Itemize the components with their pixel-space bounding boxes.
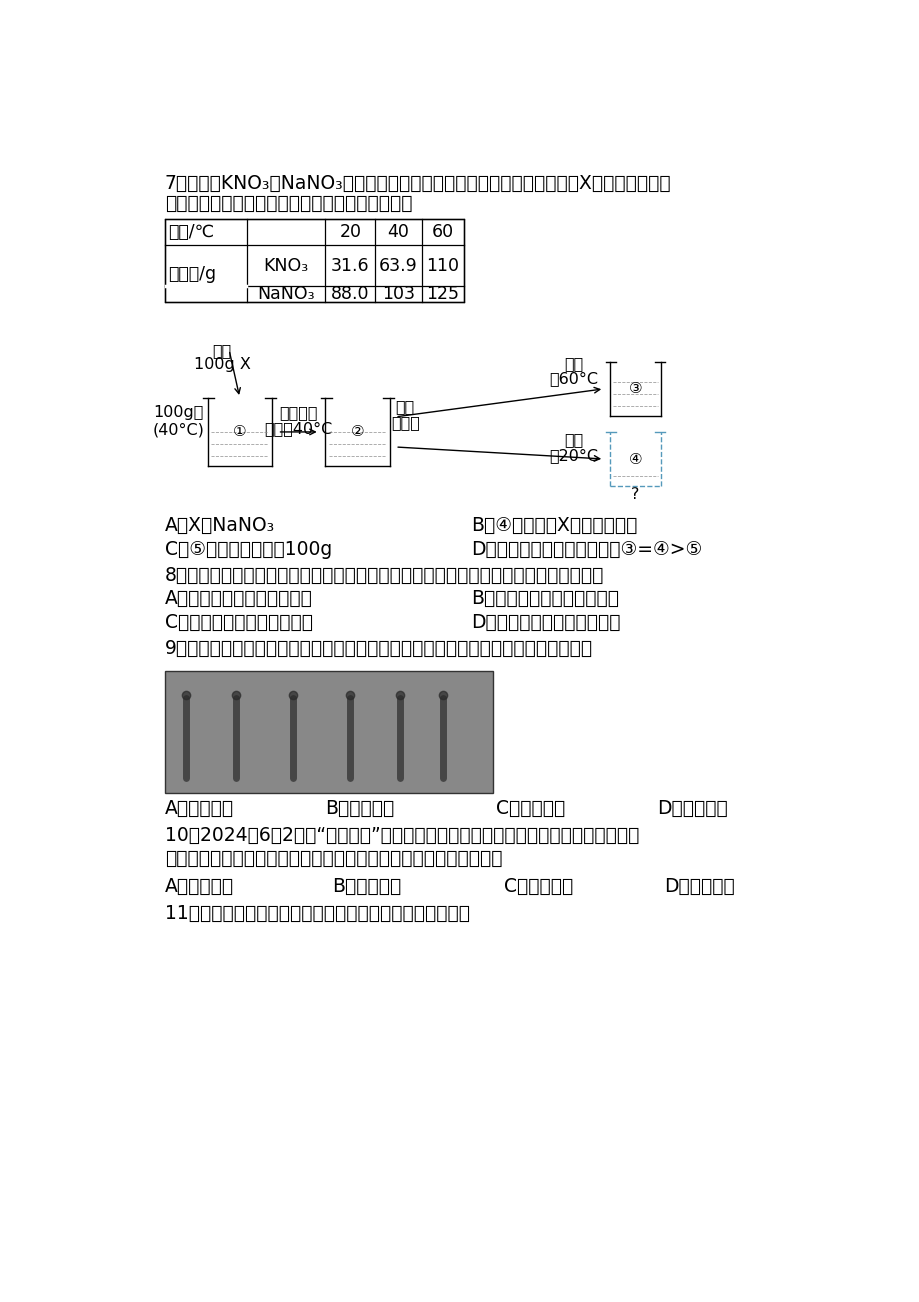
Text: ①: ①: [233, 424, 246, 440]
Text: ②: ②: [350, 424, 364, 440]
Text: 至20°C: 至20°C: [549, 448, 598, 464]
Text: D．溶液中溶质的质量分数：③=④>⑤: D．溶液中溶质的质量分数：③=④>⑤: [471, 540, 702, 560]
Text: 降温: 降温: [564, 432, 584, 447]
Text: NaNO₃: NaNO₃: [257, 285, 314, 302]
Text: 125: 125: [426, 285, 459, 302]
Text: D．烧炭熨烫: D．烧炭熨烫: [656, 799, 727, 818]
Text: ?: ?: [630, 487, 639, 503]
Text: 恢复至40°C: 恢复至40°C: [264, 421, 333, 436]
Text: ④: ④: [628, 452, 641, 466]
Bar: [165, 220, 464, 302]
Text: 温度/℃: 温度/℃: [167, 224, 213, 241]
Text: 40: 40: [387, 224, 409, 241]
Bar: [165, 671, 493, 793]
Text: (40°C): (40°C): [152, 423, 204, 437]
Text: 全部溢解: 全部溢解: [279, 405, 317, 421]
Text: C．缝制衣物: C．缝制衣物: [496, 799, 565, 818]
Text: 100g水: 100g水: [153, 405, 204, 421]
Text: 溶解度/g: 溶解度/g: [167, 264, 216, 283]
Text: 加入: 加入: [212, 342, 232, 358]
Text: B．梳理丝线: B．梳理丝线: [325, 799, 394, 818]
Text: 9．如图所示为我国唐代名画《捣练图》。画卷呼现的工序中一定发生了化学变化的是: 9．如图所示为我国唐代名画《捣练图》。画卷呼现的工序中一定发生了化学变化的是: [165, 638, 593, 658]
Text: A．捶打织品: A．捶打织品: [165, 799, 233, 818]
Text: 103: 103: [381, 285, 414, 302]
Text: 31.6: 31.6: [331, 256, 369, 275]
Text: 分成: 分成: [395, 398, 414, 414]
Text: ③: ③: [628, 381, 641, 396]
Text: 63.9: 63.9: [379, 256, 417, 275]
Text: 11．如图所示为电动起重机的工作场景。下列说法正确的是: 11．如图所示为电动起重机的工作场景。下列说法正确的是: [165, 904, 470, 923]
Text: B．大力推广使用一次性餐具: B．大力推广使用一次性餐具: [471, 590, 618, 608]
Text: C．种类改变: C．种类改变: [503, 878, 573, 896]
Text: C．回收废旧电器，节约资源: C．回收废旧电器，节约资源: [165, 612, 312, 631]
Text: 8．推动绳色发展，建设美丽家乡是我们共同的追求。下列做法不利于实现这一目标的是: 8．推动绳色发展，建设美丽家乡是我们共同的追求。下列做法不利于实现这一目标的是: [165, 566, 604, 586]
Text: 降温装置能通过冰的升华达到降温目的。冰升华的过程中，水分子的: 降温装置能通过冰的升华达到降温目的。冰升华的过程中，水分子的: [165, 849, 502, 868]
Text: 10．2024年6月2日，“幧娥六号”在月球背面成功着陆，当环境温度过高时，其自备的: 10．2024年6月2日，“幧娥六号”在月球背面成功着陆，当环境温度过高时，其自…: [165, 825, 639, 845]
Text: 两等份: 两等份: [391, 415, 419, 430]
Text: B．质量增大: B．质量增大: [332, 878, 402, 896]
Text: D．农业上合理施用化学肂料: D．农业上合理施用化学肂料: [471, 612, 620, 631]
Text: 100g X: 100g X: [193, 357, 250, 372]
Text: 60: 60: [431, 224, 454, 241]
Text: 7．如表是KNO₃和NaNO₃在不同温度时的溶解度，小明用其中一种物质（X）进行了如图所: 7．如表是KNO₃和NaNO₃在不同温度时的溶解度，小明用其中一种物质（X）进行…: [165, 174, 671, 193]
Text: C．⑤中溶液的质量为100g: C．⑤中溶液的质量为100g: [165, 540, 332, 560]
Text: A．间隔增大: A．间隔增大: [165, 878, 233, 896]
Text: A．X为NaNO₃: A．X为NaNO₃: [165, 516, 275, 535]
Text: 示的实验（水蔒发忽略不计）。下列分析错误的是: 示的实验（水蔒发忽略不计）。下列分析错误的是: [165, 194, 412, 214]
Text: D．数目改变: D．数目改变: [664, 878, 734, 896]
Text: KNO₃: KNO₃: [263, 256, 309, 275]
Text: A．积极植树造林，防沙降尘: A．积极植树造林，防沙降尘: [165, 590, 312, 608]
Text: 88.0: 88.0: [331, 285, 369, 302]
Text: 至60°C: 至60°C: [549, 371, 598, 385]
Text: B．④中溶液为X的不饱和溶液: B．④中溶液为X的不饱和溶液: [471, 516, 637, 535]
Text: 升温: 升温: [564, 355, 584, 371]
Text: 110: 110: [426, 256, 459, 275]
Text: 20: 20: [339, 224, 361, 241]
